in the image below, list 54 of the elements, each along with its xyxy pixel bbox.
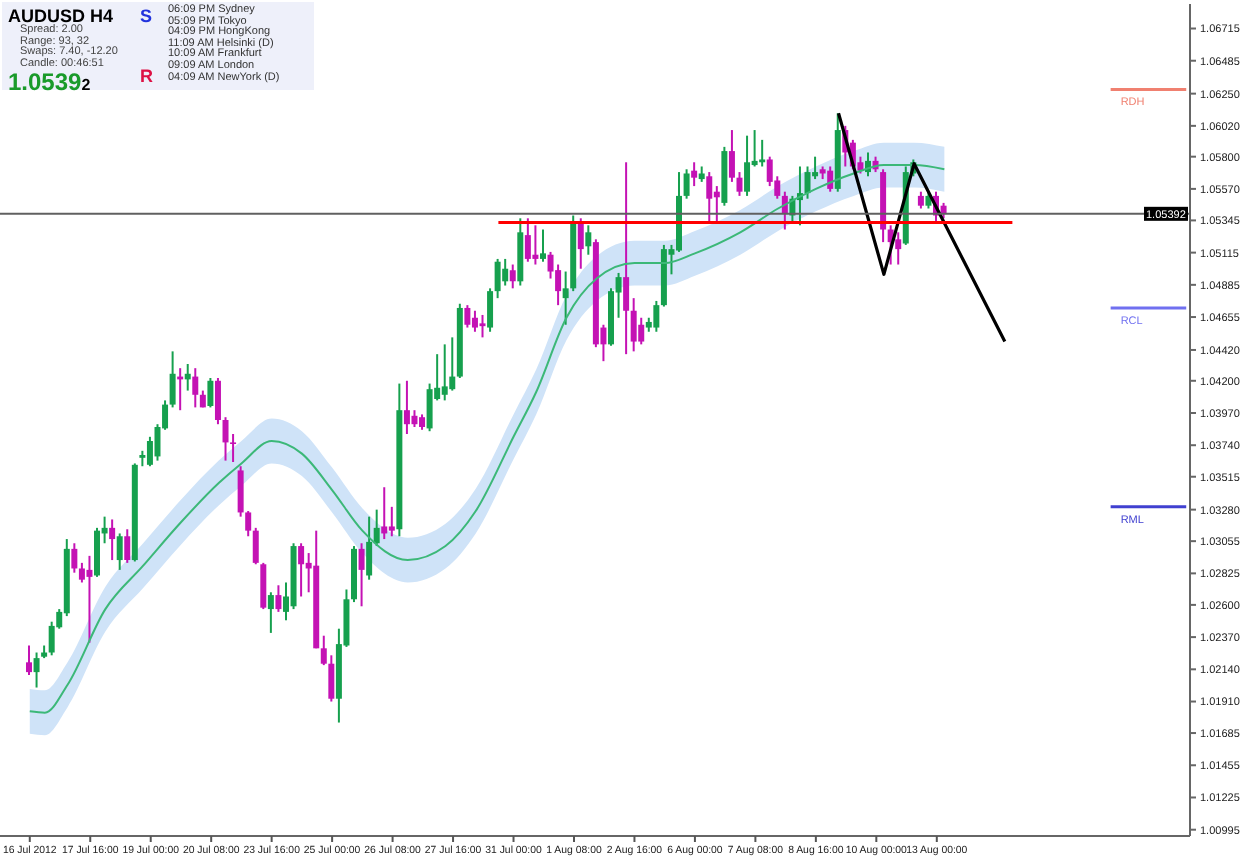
candlestick <box>298 542 305 598</box>
candlestick <box>487 287 494 333</box>
candlestick <box>358 542 365 608</box>
annotation: S <box>140 6 155 26</box>
candlestick <box>124 528 131 564</box>
candlestick <box>653 299 660 333</box>
candlestick <box>275 584 282 613</box>
candlestick <box>71 542 78 574</box>
candlestick <box>691 161 698 188</box>
chart-title: AUDUSD H4 <box>8 6 116 26</box>
candlestick <box>33 651 40 689</box>
candlestick <box>252 526 259 566</box>
candlestick <box>192 367 199 409</box>
candlestick <box>373 508 380 548</box>
annotation: 2 <box>81 76 91 95</box>
candlestick <box>502 257 509 287</box>
candlestick <box>706 171 713 224</box>
candlestick <box>638 316 645 346</box>
candlestick <box>524 217 531 263</box>
candlestick <box>744 134 751 197</box>
candlestick <box>683 168 690 200</box>
line-series <box>836 111 1007 344</box>
candlestick <box>585 224 592 256</box>
candlestick <box>539 228 546 263</box>
annotation: R <box>140 66 155 86</box>
candlestick <box>804 165 811 200</box>
candlestick <box>623 161 630 356</box>
candlestick <box>26 644 32 676</box>
candlestick <box>116 532 123 571</box>
candlestick <box>403 379 410 436</box>
candlestick <box>207 376 214 409</box>
candlestick <box>759 138 766 168</box>
candlestick <box>630 297 637 353</box>
candlestick <box>441 343 448 402</box>
candlestick <box>509 263 516 290</box>
candlestick <box>577 217 584 270</box>
candlestick <box>471 309 478 333</box>
candlestick <box>479 313 486 339</box>
candlestick <box>260 561 267 611</box>
candlestick <box>895 231 902 266</box>
candlestick <box>366 515 373 581</box>
candlestick <box>222 416 229 462</box>
candlestick <box>464 304 471 329</box>
candlestick <box>494 257 501 300</box>
candlestick <box>381 486 388 541</box>
candlestick <box>388 505 395 538</box>
candlestick <box>109 518 116 562</box>
candlestick <box>267 591 274 634</box>
candlestick <box>94 526 101 578</box>
candlestick <box>532 224 539 266</box>
candlestick <box>169 350 176 409</box>
candlestick <box>86 554 93 644</box>
candlestick <box>449 336 456 392</box>
candlestick <box>214 376 221 426</box>
